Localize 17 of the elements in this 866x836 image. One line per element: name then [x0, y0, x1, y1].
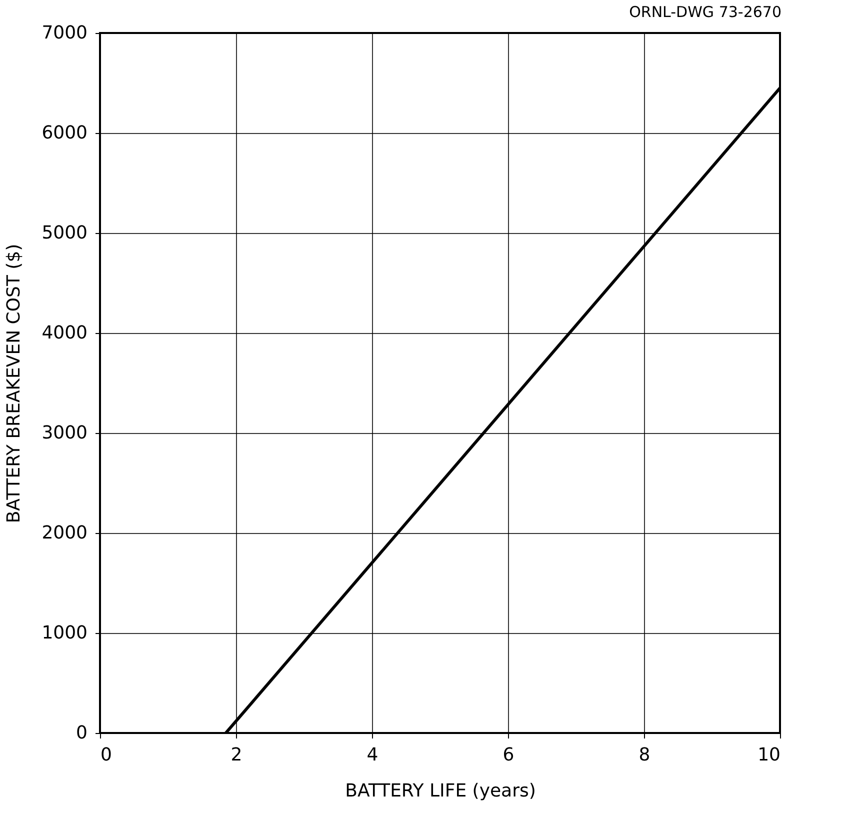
x-tick-label: 6	[502, 744, 514, 766]
y-tick-label: 3000	[42, 422, 88, 444]
y-tick-label: 4000	[42, 322, 88, 344]
x-tick-label: 10	[758, 744, 780, 766]
y-tick-label: 5000	[42, 222, 88, 244]
y-tick-label: 2000	[42, 522, 88, 544]
y-axis-title: BATTERY BREAKEVEN COST ($)	[4, 244, 25, 524]
y-tick-label: 1000	[42, 622, 88, 644]
y-tick-label: 0	[76, 722, 88, 744]
y-tick-label: 6000	[42, 122, 88, 144]
x-tick-label: 8	[638, 744, 650, 766]
x-tick-label: 0	[100, 744, 112, 766]
x-axis-title: BATTERY LIFE (years)	[345, 780, 536, 802]
x-tick-label: 4	[366, 744, 378, 766]
y-tick-label: 7000	[42, 22, 88, 44]
x-tick-label: 2	[230, 744, 242, 766]
text: ORNL-DWG 73-2670	[629, 3, 782, 21]
